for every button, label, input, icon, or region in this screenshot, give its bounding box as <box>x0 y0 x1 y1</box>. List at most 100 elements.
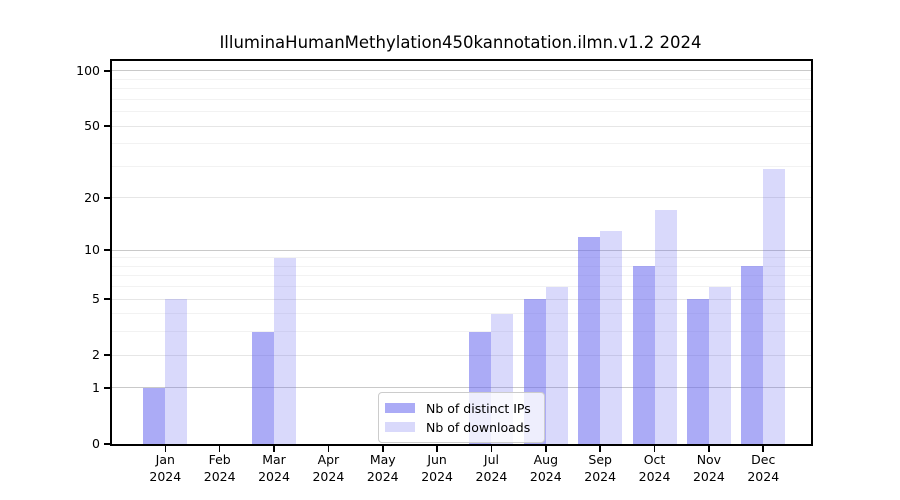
y-tick-label: 10 <box>84 242 100 258</box>
x-tick-mark <box>327 446 330 452</box>
x-tick-label-mar: Mar 2024 <box>239 452 309 485</box>
gridline-major <box>112 125 811 127</box>
plot-area <box>110 58 813 446</box>
gridline-major <box>112 197 811 199</box>
x-tick-year: 2024 <box>747 468 780 484</box>
x-tick-label-sep: Sep 2024 <box>565 452 635 485</box>
x-tick-mark <box>218 446 221 452</box>
gridline-major <box>112 70 811 72</box>
x-tick-month: May <box>369 452 396 467</box>
x-tick-year: 2024 <box>692 468 725 484</box>
x-tick-month: Sep <box>588 452 612 467</box>
gridline-minor <box>112 88 811 90</box>
x-tick-mark <box>273 446 275 452</box>
gridline-minor <box>112 331 811 333</box>
bar-aug-downloads <box>545 286 568 444</box>
legend-swatch-downloads <box>385 422 415 432</box>
gridline-minor <box>112 286 811 288</box>
y-tick-label: 1 <box>92 379 100 395</box>
x-tick-month: Jan <box>155 452 175 467</box>
x-tick-year: 2024 <box>312 468 345 484</box>
x-tick-label-oct: Oct 2024 <box>620 452 690 485</box>
x-tick-month: Oct <box>643 452 666 467</box>
gridline-minor <box>112 165 811 167</box>
y-tick-mark <box>104 387 110 389</box>
chart-title: IlluminaHumanMethylation450kannotation.i… <box>219 33 702 52</box>
gridline-minor <box>112 257 811 259</box>
y-tick-label: 2 <box>92 347 100 363</box>
x-tick-label-apr: Apr 2024 <box>293 452 363 485</box>
x-tick-year: 2024 <box>149 468 182 484</box>
x-tick-month: Apr <box>317 452 340 467</box>
x-tick-year: 2024 <box>638 468 671 484</box>
legend-item-distinct-ips: Nb of distinct IPs <box>385 399 538 417</box>
bar-mar-distinct-ips <box>252 331 275 444</box>
x-tick-label-feb: Feb 2024 <box>185 452 255 485</box>
x-tick-mark <box>762 446 765 452</box>
y-tick-mark <box>104 354 110 356</box>
x-tick-mark <box>490 446 493 452</box>
x-tick-label-aug: Aug 2024 <box>511 452 581 485</box>
x-tick-month: Dec <box>751 452 776 467</box>
bar-jan-downloads <box>165 299 188 444</box>
x-tick-label-dec: Dec 2024 <box>728 452 798 485</box>
y-tick-label: 50 <box>84 118 100 134</box>
gridline-major <box>112 249 811 251</box>
x-tick-mark <box>436 446 438 452</box>
gridline-minor <box>112 265 811 267</box>
y-tick-label: 0 <box>92 436 100 451</box>
legend-label-downloads: Nb of downloads <box>426 419 531 435</box>
x-tick-month: Jul <box>483 452 499 467</box>
y-tick-mark <box>104 443 110 445</box>
legend: Nb of distinct IPs Nb of downloads <box>378 392 545 443</box>
bar-nov-downloads <box>708 286 731 444</box>
bar-oct-distinct-ips <box>632 266 655 444</box>
y-tick-label: 20 <box>84 189 100 205</box>
bar-mar-downloads <box>274 257 297 444</box>
gridline-minor <box>112 111 811 113</box>
x-tick-year: 2024 <box>258 468 290 484</box>
x-tick-label-jun: Jun 2024 <box>402 452 472 485</box>
x-tick-month: Aug <box>533 452 559 467</box>
bar-sep-distinct-ips <box>578 236 601 444</box>
x-tick-mark <box>164 446 167 452</box>
x-tick-mark <box>599 446 601 452</box>
x-tick-mark <box>708 446 710 452</box>
bar-oct-downloads <box>654 210 677 444</box>
gridline-major <box>112 298 811 300</box>
legend-item-downloads: Nb of downloads <box>385 418 538 436</box>
x-tick-month: Jun <box>427 452 447 467</box>
x-tick-label-nov: Nov 2024 <box>674 452 744 485</box>
x-tick-year: 2024 <box>529 468 562 484</box>
y-tick-label: 100 <box>76 62 100 78</box>
x-tick-mark <box>545 446 547 452</box>
y-tick-mark <box>104 70 110 72</box>
bar-jan-distinct-ips <box>143 387 166 444</box>
gridline-minor <box>112 313 811 315</box>
legend-label-distinct-ips: Nb of distinct IPs <box>426 400 531 416</box>
y-tick-mark <box>104 197 110 199</box>
gridline-major <box>112 354 811 356</box>
y-tick-mark <box>104 298 110 300</box>
x-tick-label-jan: Jan 2024 <box>130 452 200 485</box>
x-tick-month: Feb <box>208 452 231 467</box>
x-tick-year: 2024 <box>366 468 399 484</box>
bar-dec-downloads <box>763 169 786 444</box>
gridline-minor <box>112 78 811 80</box>
x-tick-year: 2024 <box>475 468 508 484</box>
x-tick-month: Mar <box>262 452 286 467</box>
gridline-minor <box>112 98 811 100</box>
bar-dec-distinct-ips <box>741 266 764 444</box>
gridline-minor <box>112 275 811 277</box>
x-tick-label-jul: Jul 2024 <box>456 452 526 485</box>
x-tick-year: 2024 <box>421 468 453 484</box>
x-tick-mark <box>381 446 384 452</box>
y-tick-mark <box>104 125 110 127</box>
bar-sep-downloads <box>600 230 623 444</box>
x-tick-year: 2024 <box>584 468 617 484</box>
gridline-minor <box>112 143 811 145</box>
x-tick-mark <box>653 446 656 452</box>
x-tick-year: 2024 <box>203 468 236 484</box>
y-tick-label: 5 <box>92 291 100 307</box>
